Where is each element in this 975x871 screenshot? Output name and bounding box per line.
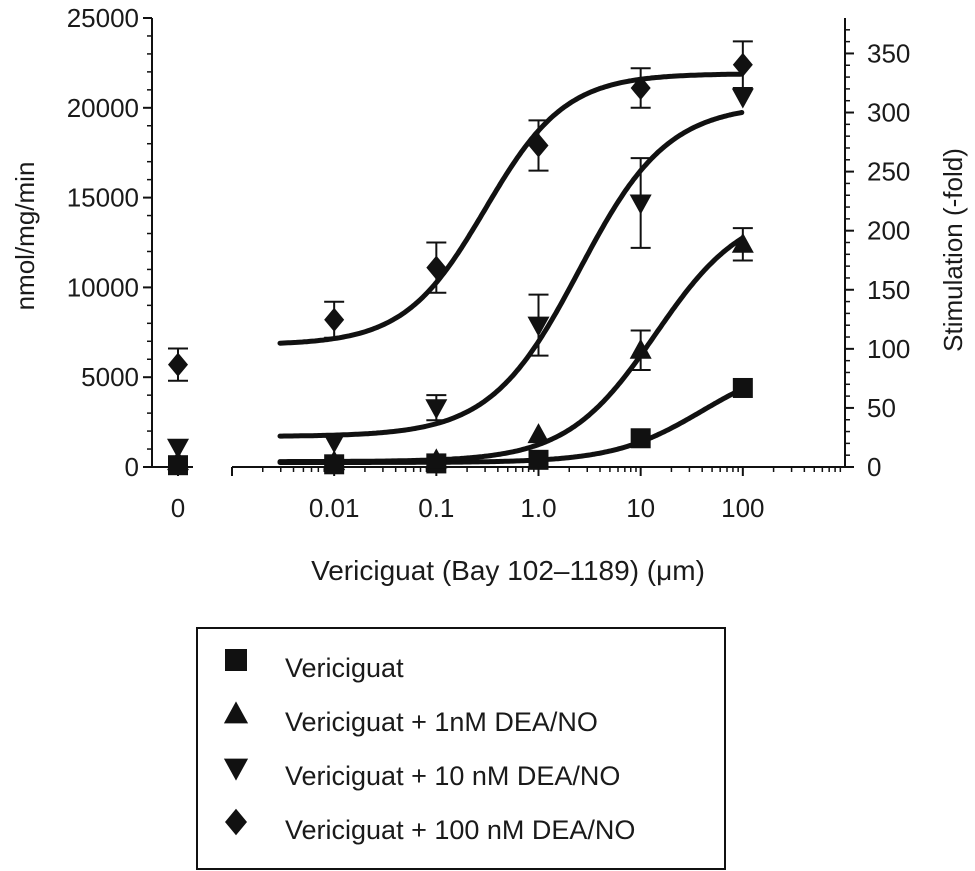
error-bars [168,40,753,422]
legend-marker [223,701,249,724]
data-point-zero-dose [168,352,188,377]
x-axis-label: Vericiguat (Bay 102–1189) (μm) [311,555,705,586]
data-point [629,194,652,215]
data-point [425,399,448,420]
y2-tick-label: 300 [867,98,910,128]
data-point-zero-dose [167,438,189,459]
legend-label: Vericiguat + 10 nM DEA/NO [285,761,620,791]
y2-tick-label: 0 [867,452,881,482]
data-point [732,52,753,77]
y2-tick-label: 350 [867,38,910,68]
legend-marker [225,808,247,836]
legend-marker [223,758,249,781]
x-tick-label: 0.1 [418,493,454,523]
y2-tick-label: 100 [867,334,910,364]
fit-curve [277,110,745,439]
axes: 0500010000150002000025000050100150200250… [67,3,911,523]
legend: Vericiguat Vericiguat + 1nM DEA/NO Vericig… [196,627,726,870]
data-point [323,433,346,454]
legend-label: Vericiguat + 100 nM DEA/NO [285,815,635,845]
data-point [426,255,447,280]
y2-tick-label: 50 [867,393,896,423]
legend-label: Vericiguat [285,653,404,683]
y-axis-label: nmol/mg/min [10,162,40,311]
data-point [528,449,549,470]
y2-tick-label: 200 [867,216,910,246]
x-tick-label: 10 [626,493,655,523]
data-point [527,316,550,337]
x-tick-label: 100 [721,493,764,523]
data-point [527,423,550,444]
y2-tick-label: 150 [867,275,910,305]
data-point [528,133,549,158]
x-tick-label: 0 [171,493,185,523]
data-point [324,307,345,332]
y-tick-label: 25000 [67,3,139,33]
data-point [323,450,346,471]
data-point [731,88,754,109]
y-tick-label: 20000 [67,93,139,123]
data-point [630,76,651,101]
data-point-zero-dose [167,450,189,471]
x-tick-label: 1.0 [520,493,556,523]
data-point [731,232,754,253]
y2-tick-label: 250 [867,157,910,187]
legend-box [196,627,726,870]
x-tick-label: 0.01 [309,493,360,523]
data-point [732,377,753,398]
y-tick-label: 5000 [81,362,139,392]
y-tick-label: 10000 [67,272,139,302]
legend-label: Vericiguat + 1nM DEA/NO [285,707,598,737]
fit-curve [277,71,745,346]
legend-marker [225,649,247,671]
data-point [425,448,448,469]
data-point [630,428,651,449]
fit-curves [277,71,745,465]
fit-curve [277,236,745,465]
data-point [629,338,652,359]
data-markers [167,52,754,476]
y-tick-label: 15000 [67,183,139,213]
y-tick-label: 0 [125,452,139,482]
y2-axis-label: Stimulation (-fold) [938,148,968,352]
